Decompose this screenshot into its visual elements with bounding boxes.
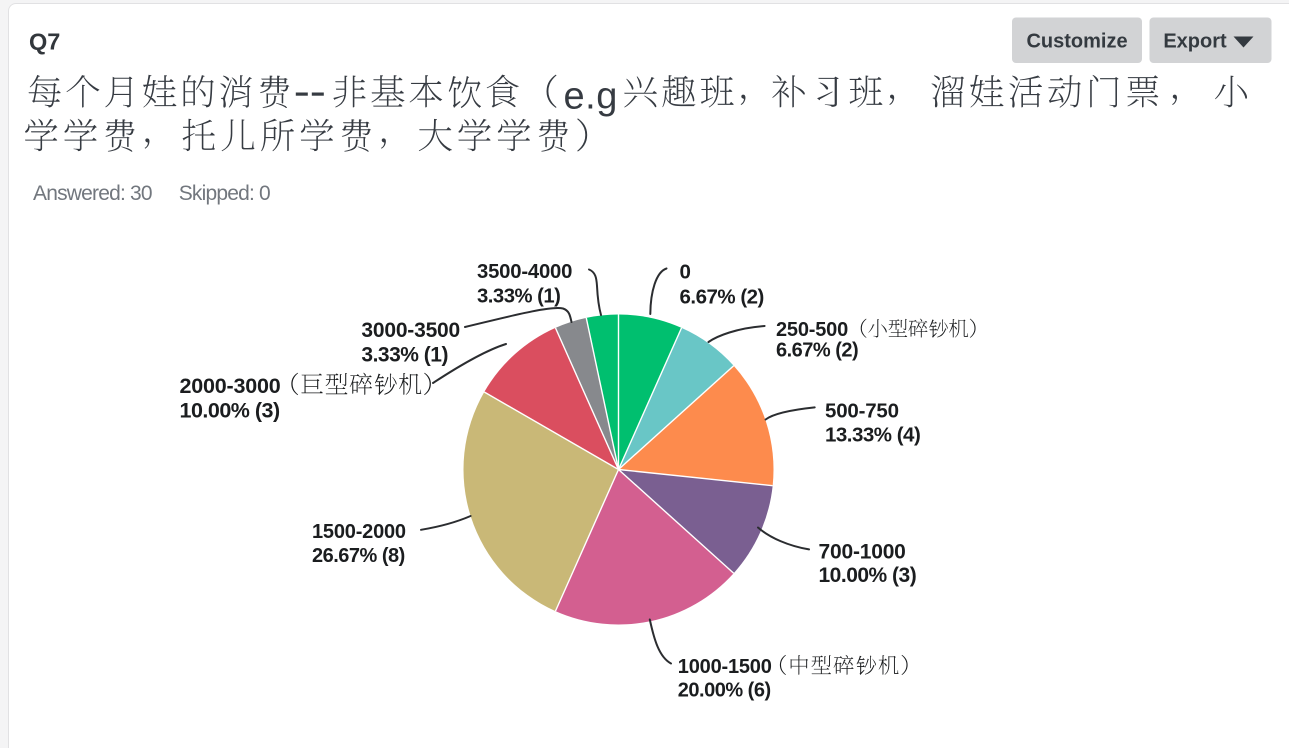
svg-text:3000-3500: 3000-3500: [361, 319, 460, 342]
svg-text:0: 0: [680, 261, 691, 284]
svg-text:700-1000: 700-1000: [819, 540, 906, 563]
svg-text:1500-2000: 1500-2000: [312, 521, 406, 543]
svg-text:26.67% (8): 26.67% (8): [312, 545, 405, 567]
svg-text:3.33% (1): 3.33% (1): [361, 344, 448, 367]
svg-text:Skipped: 0: Skipped: 0: [179, 182, 270, 205]
svg-text:Answered: 30: Answered: 30: [33, 182, 152, 205]
svg-text:6.67% (2): 6.67% (2): [680, 286, 764, 309]
svg-text:20.00% (6): 20.00% (6): [678, 679, 771, 701]
svg-text:2000-3000: 2000-3000: [180, 374, 281, 398]
svg-text:Customize: Customize: [1026, 31, 1127, 53]
svg-text:250-500: 250-500: [776, 319, 848, 341]
svg-text:3500-4000: 3500-4000: [477, 261, 572, 283]
svg-text:1000-1500: 1000-1500: [678, 656, 772, 678]
svg-text:500-750: 500-750: [825, 400, 899, 423]
svg-text:13.33% (4): 13.33% (4): [825, 423, 920, 446]
svg-text:e.g: e.g: [564, 76, 618, 118]
svg-text:Export: Export: [1163, 31, 1227, 53]
svg-text:6.67% (2): 6.67% (2): [776, 340, 858, 362]
svg-text:10.00% (3): 10.00% (3): [819, 564, 917, 587]
svg-text:10.00% (3): 10.00% (3): [180, 398, 281, 422]
svg-text:Q7: Q7: [29, 28, 60, 54]
svg-text:3.33% (1): 3.33% (1): [477, 285, 560, 307]
